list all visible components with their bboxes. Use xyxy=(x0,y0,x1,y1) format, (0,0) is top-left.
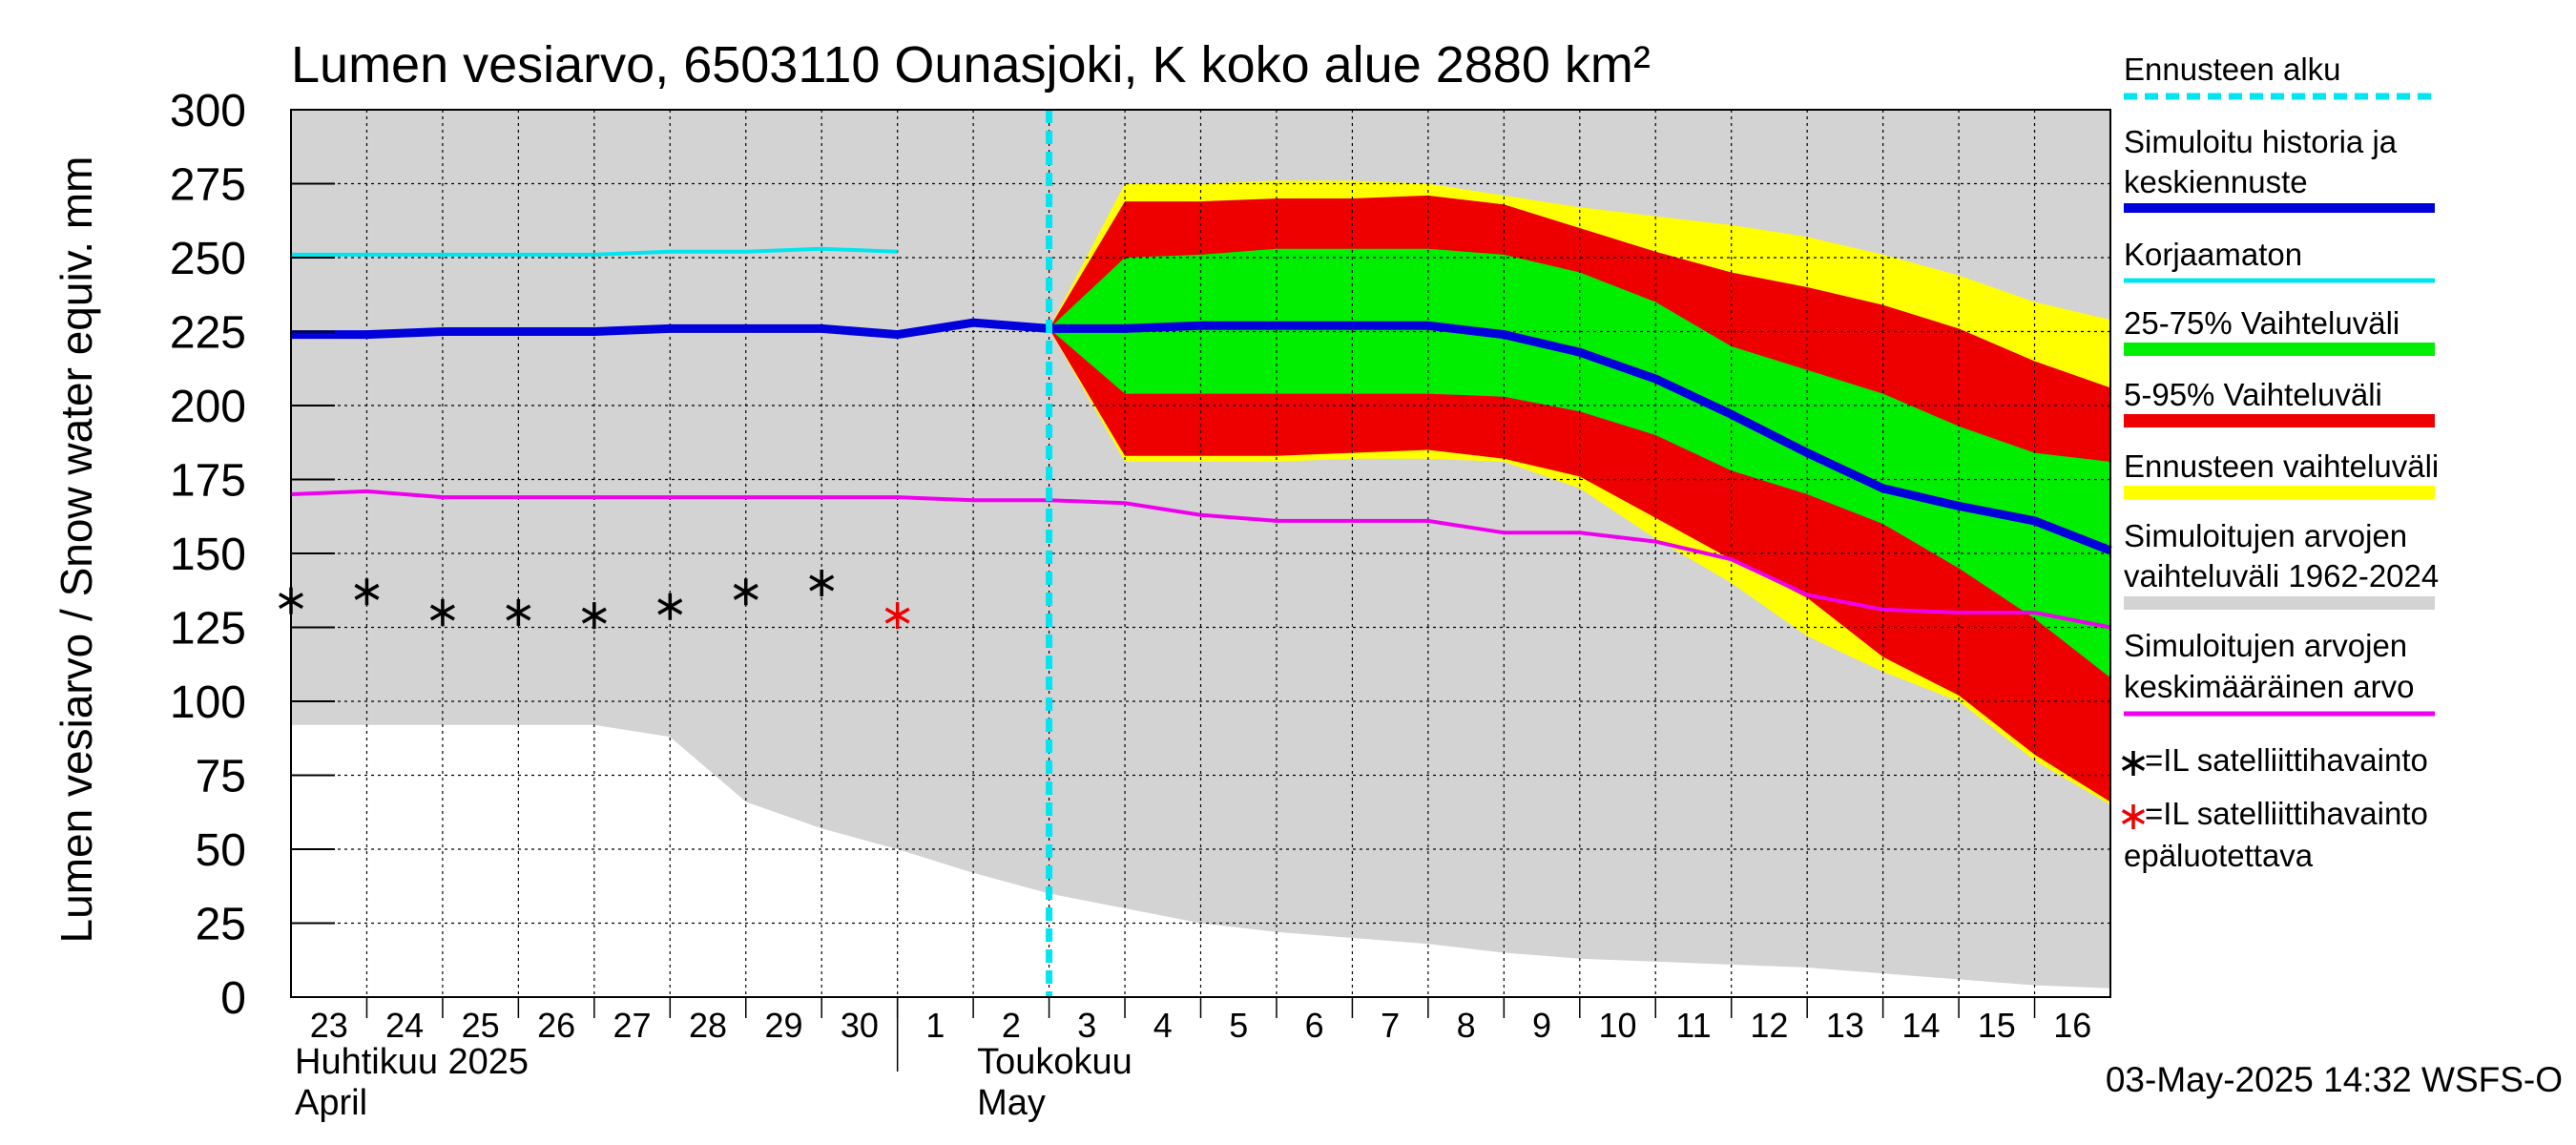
range-25-75-band xyxy=(1049,248,2110,678)
x-tick-label: 16 xyxy=(2053,1006,2091,1045)
legend-label: epäluotettava xyxy=(2124,838,2314,873)
legend-label: Simuloitujen arvojen xyxy=(2124,518,2407,553)
month-label: Toukokuu xyxy=(977,1042,1132,1082)
legend-label: keskiennuste xyxy=(2124,164,2308,199)
legend-label: 5-95% Vaihteluväli xyxy=(2124,377,2382,412)
satellite-obs-marker xyxy=(354,578,380,606)
y-tick-label: 125 xyxy=(170,604,246,655)
x-tick-label: 25 xyxy=(462,1006,500,1045)
x-tick-label: 12 xyxy=(1750,1006,1788,1045)
x-tick-label: 27 xyxy=(613,1006,652,1045)
legend-item: 25-75% Vaihteluväli xyxy=(2124,305,2435,356)
sim-mean-line xyxy=(290,489,2111,630)
legend-label: 25-75% Vaihteluväli xyxy=(2124,305,2399,341)
x-tick-label: 29 xyxy=(764,1006,802,1045)
x-tick-label: 8 xyxy=(1457,1006,1476,1045)
satellite-obs-unreliable-marker xyxy=(884,602,910,630)
y-tick-label: 175 xyxy=(170,456,246,507)
x-tick-label: 30 xyxy=(841,1006,879,1045)
satellite-obs-marker xyxy=(506,599,531,626)
legend-star-icon xyxy=(2121,804,2146,829)
legend-item: Simuloitu historia ja keskiennuste xyxy=(2124,124,2435,213)
satellite-obs-marker xyxy=(809,570,835,596)
y-tick-label: 100 xyxy=(170,677,246,728)
x-tick-label: 14 xyxy=(1901,1006,1940,1045)
satellite-obs-marker xyxy=(733,578,758,606)
x-tick-label: 23 xyxy=(310,1006,348,1045)
y-tick-label: 300 xyxy=(170,86,246,136)
legend-star-icon xyxy=(2121,751,2146,776)
x-tick-label: 7 xyxy=(1381,1006,1400,1045)
x-tick-label: 24 xyxy=(385,1006,424,1045)
legend-label: =IL satelliittihavainto xyxy=(2145,796,2428,831)
y-axis-label: Lumen vesiarvo / Snow water equiv. mm xyxy=(52,156,101,944)
y-tick-label: 50 xyxy=(196,825,246,876)
x-tick-label: 2 xyxy=(1002,1006,1021,1045)
y-tick-label: 250 xyxy=(170,234,246,284)
legend-label: Simuloitu historia ja xyxy=(2124,124,2398,159)
y-tick-label: 275 xyxy=(170,160,246,211)
x-tick-label: 26 xyxy=(537,1006,575,1045)
x-tick-label: 3 xyxy=(1077,1006,1096,1045)
timestamp-label: 03-May-2025 14:32 WSFS-O xyxy=(2106,1060,2563,1099)
y-tick-label: 25 xyxy=(196,900,246,950)
x-tick-label: 11 xyxy=(1675,1006,1711,1045)
legend-label: Korjaamaton xyxy=(2124,237,2302,272)
month-label-en: May xyxy=(977,1083,1046,1123)
y-tick-label: 75 xyxy=(196,752,246,802)
x-tick-label: 10 xyxy=(1598,1006,1636,1045)
legend-label: vaihteluväli 1962-2024 xyxy=(2124,558,2439,593)
legend-item: Ennusteen alku xyxy=(2124,52,2435,100)
legend-label: Ennusteen alku xyxy=(2124,52,2341,87)
x-tick-label: 28 xyxy=(689,1006,727,1045)
simulated-line xyxy=(291,318,2112,555)
legend-label: =IL satelliittihavainto xyxy=(2145,742,2428,778)
month-label: Huhtikuu 2025 xyxy=(295,1042,529,1082)
y-tick-label: 200 xyxy=(170,382,246,432)
legend-label: Ennusteen vaihteluväli xyxy=(2124,448,2439,484)
satellite-obs-marker xyxy=(657,593,683,620)
x-tick-label: 9 xyxy=(1532,1006,1551,1045)
legend-item: Korjaamaton xyxy=(2124,237,2435,283)
legend-item: Ennusteen vaihteluväli xyxy=(2124,448,2439,499)
y-tick-label: 0 xyxy=(220,973,246,1024)
x-tick-label: 1 xyxy=(925,1006,945,1045)
y-tick-label: 225 xyxy=(170,308,246,359)
x-tick-label: 15 xyxy=(1978,1006,2016,1045)
chart-title: Lumen vesiarvo, 6503110 Ounasjoki, K kok… xyxy=(291,36,1651,94)
x-tick-label: 5 xyxy=(1229,1006,1248,1045)
uncorrected-line xyxy=(291,246,898,257)
legend-item: =IL satelliittihavainto epäluotettava xyxy=(2121,796,2428,873)
grid-lines xyxy=(291,110,2110,997)
legend-item: Simuloitujen arvojen vaihteluväli 1962-20… xyxy=(2124,518,2439,610)
legend-item: 5-95% Vaihteluväli xyxy=(2124,377,2435,427)
satellite-obs-marker xyxy=(581,602,607,630)
x-tick-label: 4 xyxy=(1153,1006,1173,1045)
month-label-en: April xyxy=(295,1083,367,1123)
legend-label: Simuloitujen arvojen xyxy=(2124,628,2407,663)
legend-label: keskimääräinen arvo xyxy=(2124,669,2414,704)
legend-item: Simuloitujen arvojen keskimääräinen arvo xyxy=(2124,628,2435,717)
legend: Ennusteen alku Simuloitu historia ja keski… xyxy=(2121,52,2439,873)
satellite-obs-marker xyxy=(429,599,455,626)
x-tick-label: 6 xyxy=(1305,1006,1324,1045)
y-tick-label: 150 xyxy=(170,530,246,580)
legend-item: =IL satelliittihavainto xyxy=(2121,742,2428,778)
x-tick-label: 13 xyxy=(1826,1006,1864,1045)
plot-area xyxy=(279,109,2112,998)
